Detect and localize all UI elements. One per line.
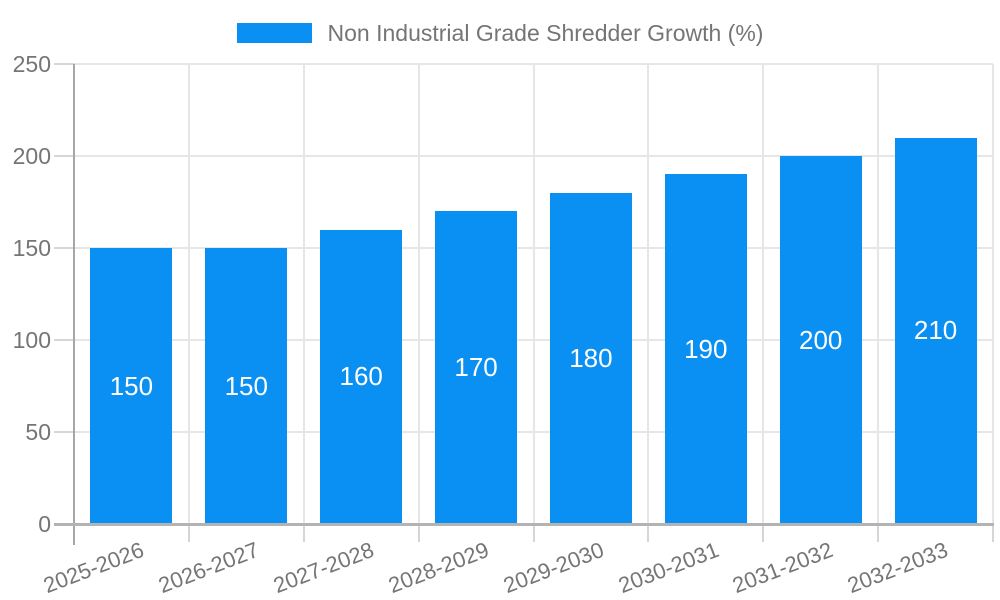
x-axis-label: 2028-2029 <box>384 537 493 599</box>
v-gridline <box>992 64 994 524</box>
bar-value-label: 150 <box>109 370 154 401</box>
x-axis-tick <box>187 525 190 542</box>
y-axis-tick-label: 200 <box>12 143 51 169</box>
x-axis-tick <box>532 525 535 542</box>
bar: 210 <box>894 137 977 524</box>
bar: 160 <box>320 229 403 524</box>
bar-value-label: 200 <box>798 324 843 355</box>
bar-value-label: 180 <box>569 342 613 373</box>
y-axis-tick-label: 50 <box>25 419 51 445</box>
bar: 150 <box>90 248 173 524</box>
y-axis-tick-label: 100 <box>12 327 51 353</box>
v-gridline <box>762 64 765 524</box>
bar-value-label: 210 <box>913 315 958 346</box>
bar: 170 <box>435 211 518 524</box>
x-axis-tick <box>877 525 880 542</box>
x-axis-tick <box>302 525 305 542</box>
x-axis-tick <box>992 525 994 542</box>
y-axis-tick-label: 150 <box>12 235 51 261</box>
y-axis-tick <box>54 247 74 249</box>
bar: 190 <box>664 174 747 524</box>
legend-label: Non Industrial Grade Shredder Growth (%) <box>327 19 764 46</box>
v-gridline <box>417 64 420 524</box>
x-axis-label: 2025-2026 <box>40 537 148 599</box>
x-axis-line <box>54 523 994 526</box>
v-gridline <box>647 64 650 524</box>
bar-value-label: 190 <box>684 333 728 364</box>
legend-swatch-icon <box>236 23 312 43</box>
y-axis-tick <box>54 155 74 157</box>
chart-legend[interactable]: Non Industrial Grade Shredder Growth (%) <box>0 10 1000 56</box>
v-gridline <box>302 64 305 524</box>
x-axis-label: 2027-2028 <box>269 537 378 599</box>
x-axis-tick <box>417 525 420 542</box>
bar: 180 <box>549 192 632 524</box>
y-axis-tick <box>54 339 74 341</box>
bar-value-label: 170 <box>454 352 498 383</box>
y-axis-line <box>73 64 75 545</box>
x-axis-label: 2032-2033 <box>844 537 952 599</box>
bar: 200 <box>779 156 862 524</box>
v-gridline <box>532 64 535 524</box>
x-axis-tick <box>647 525 650 542</box>
x-axis-tick <box>762 525 765 542</box>
bar-value-label: 150 <box>224 370 268 401</box>
x-axis-label: 2030-2031 <box>614 537 722 599</box>
x-axis-label: 2031-2032 <box>729 537 837 599</box>
bar: 150 <box>205 248 288 524</box>
y-axis-tick-label: 0 <box>38 511 51 537</box>
y-axis-tick <box>54 431 74 433</box>
y-axis-tick-label: 250 <box>12 51 51 77</box>
v-gridline <box>187 64 190 524</box>
y-axis-tick <box>54 63 74 65</box>
x-axis-label: 2026-2027 <box>155 537 263 599</box>
x-axis-label: 2029-2030 <box>499 537 607 599</box>
v-gridline <box>877 64 880 524</box>
bar-value-label: 160 <box>339 361 383 392</box>
